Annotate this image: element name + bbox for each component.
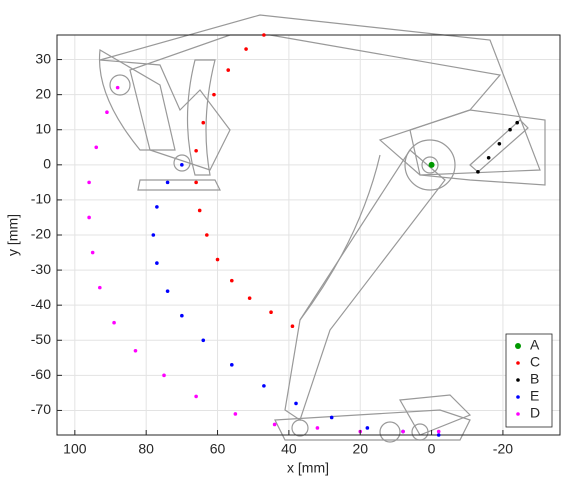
point — [194, 181, 198, 185]
legend-marker — [516, 395, 520, 399]
point — [180, 314, 184, 318]
point — [166, 181, 170, 185]
point — [152, 233, 156, 237]
legend-marker — [516, 412, 520, 416]
y-tick-label: -40 — [31, 296, 51, 312]
point — [155, 261, 159, 265]
x-tick-label: 80 — [138, 441, 154, 457]
point — [248, 296, 252, 300]
point — [476, 170, 480, 174]
x-tick-label: 60 — [210, 441, 226, 457]
legend-label: A — [530, 337, 540, 353]
point — [273, 423, 277, 427]
point — [87, 216, 91, 220]
y-tick-label: 30 — [35, 50, 51, 66]
point — [429, 162, 435, 168]
x-tick-label: 100 — [63, 441, 87, 457]
point — [116, 86, 120, 90]
x-tick-label: 40 — [281, 441, 297, 457]
y-axis-label: y [mm] — [5, 214, 21, 256]
point — [180, 163, 184, 167]
point — [134, 349, 138, 353]
y-tick-label: -30 — [31, 261, 51, 277]
y-tick-label: 10 — [35, 120, 51, 136]
y-tick-label: -70 — [31, 401, 51, 417]
y-tick-label: 20 — [35, 85, 51, 101]
legend-label: C — [530, 354, 540, 370]
point — [198, 209, 202, 213]
point — [316, 426, 320, 430]
point — [94, 145, 98, 149]
legend-marker — [516, 361, 520, 365]
y-tick-label: -20 — [31, 226, 51, 242]
point — [98, 286, 102, 290]
legend-label: E — [530, 388, 539, 404]
point — [330, 416, 334, 420]
x-tick-label: -20 — [493, 441, 513, 457]
point — [437, 433, 441, 437]
point — [515, 121, 519, 125]
chart: x [mm] y [mm] ACBED 100806040200-2030201… — [0, 0, 562, 481]
legend-label: D — [530, 405, 540, 421]
point — [201, 338, 205, 342]
y-tick-label: 0 — [43, 156, 51, 172]
point — [401, 430, 405, 434]
x-axis-label: x [mm] — [287, 460, 329, 476]
point — [262, 384, 266, 388]
point — [230, 363, 234, 367]
y-tick-label: -50 — [31, 331, 51, 347]
point — [294, 402, 298, 406]
point — [234, 412, 238, 416]
point — [194, 395, 198, 399]
grid — [57, 35, 560, 435]
point — [244, 47, 248, 51]
point — [230, 279, 234, 283]
legend-marker — [515, 343, 521, 349]
point — [201, 121, 205, 125]
point — [262, 33, 266, 37]
point — [194, 149, 198, 153]
point — [269, 310, 273, 314]
x-tick-label: 0 — [428, 441, 436, 457]
point — [166, 289, 170, 293]
point — [508, 128, 512, 132]
point — [112, 321, 116, 325]
y-tick-label: -60 — [31, 366, 51, 382]
point — [91, 251, 95, 255]
point — [437, 430, 441, 434]
y-tick-label: -10 — [31, 191, 51, 207]
point — [155, 205, 159, 209]
point — [487, 156, 491, 160]
point — [212, 93, 216, 97]
legend-box — [506, 334, 552, 427]
point — [216, 258, 220, 262]
x-tick-label: 20 — [352, 441, 368, 457]
point — [105, 110, 109, 114]
legend-marker — [516, 378, 520, 382]
point — [291, 324, 295, 328]
point — [87, 181, 91, 185]
legend-label: B — [530, 371, 539, 387]
point — [226, 68, 230, 72]
point — [162, 374, 166, 378]
point — [498, 142, 502, 146]
point — [366, 426, 370, 430]
point — [205, 233, 209, 237]
